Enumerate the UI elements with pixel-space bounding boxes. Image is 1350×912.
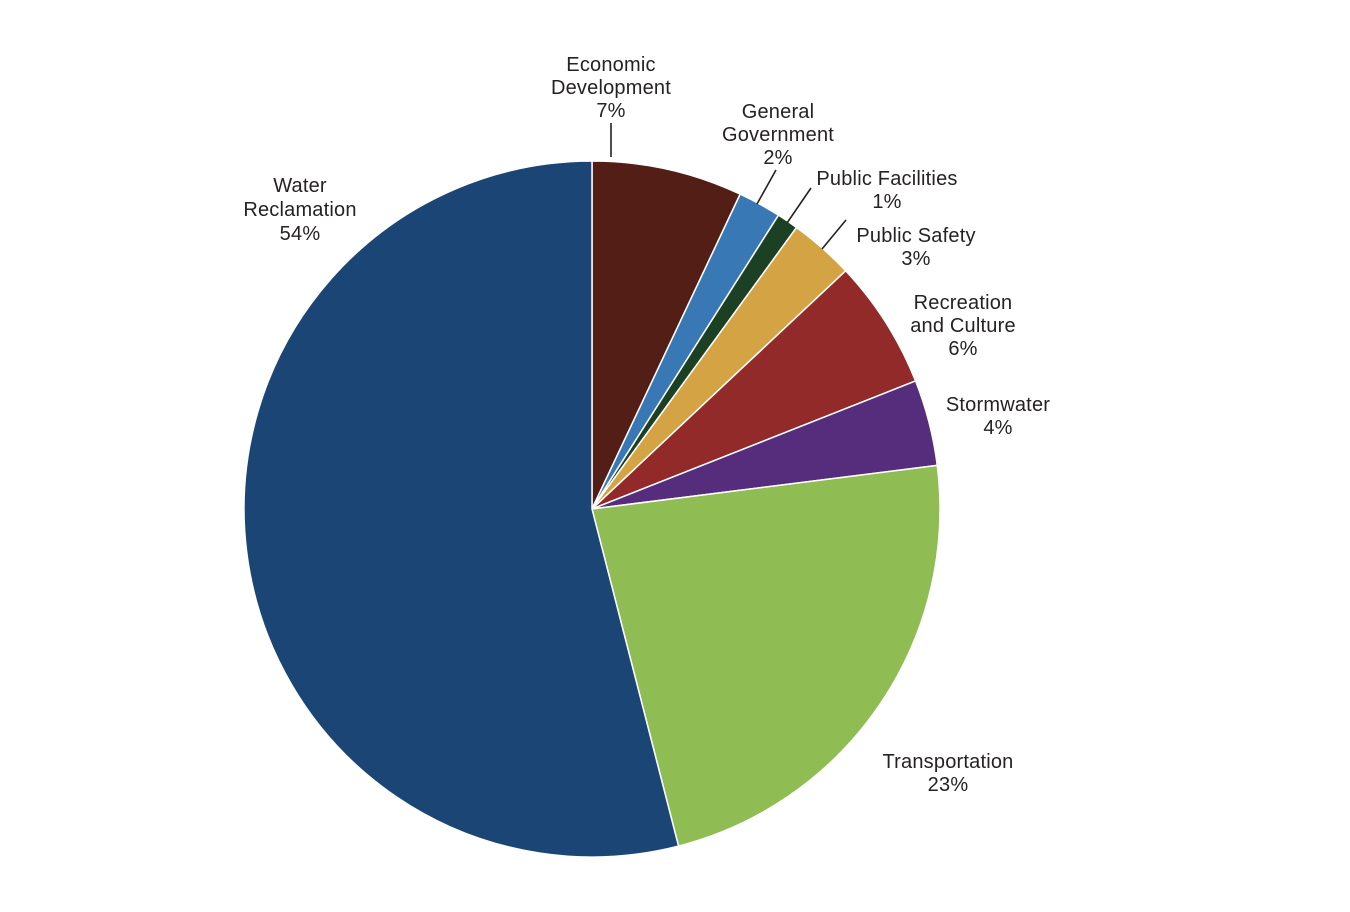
leader-line-public-safety: [821, 219, 847, 250]
slice-label-line-economic-development-1: Development: [551, 77, 671, 99]
leader-line-general-government: [756, 169, 777, 205]
slice-label-line-transportation-0: Transportation: [882, 751, 1013, 773]
slice-label-line-recreation-and-culture-2: 6%: [948, 338, 977, 360]
slice-label-line-general-government-1: Government: [722, 124, 834, 146]
slice-label-line-water-reclamation-2: 54%: [280, 223, 321, 245]
slice-label-line-water-reclamation-1: Reclamation: [243, 199, 356, 221]
slice-label-line-public-facilities-0: Public Facilities: [816, 168, 957, 190]
slice-label-line-public-safety-0: Public Safety: [856, 225, 975, 247]
slice-label-line-stormwater-0: Stormwater: [946, 394, 1050, 416]
slice-label-line-public-safety-1: 3%: [901, 248, 930, 270]
slice-label-line-economic-development-2: 7%: [596, 100, 625, 122]
pie-slice-economic-development: [591, 160, 741, 510]
slice-label-line-stormwater-1: 4%: [983, 417, 1012, 439]
slice-label-line-public-facilities-1: 1%: [872, 191, 901, 213]
pie-slice-transportation: [591, 464, 941, 847]
pie-slice-water-reclamation: [243, 160, 680, 858]
pie-slice-recreation-and-culture: [591, 270, 917, 510]
slice-label-line-general-government-2: 2%: [763, 147, 792, 169]
slice-label-line-water-reclamation-0: Water: [273, 175, 327, 197]
slice-label-line-general-government-0: General: [742, 101, 815, 123]
slice-label-line-recreation-and-culture-0: Recreation: [914, 292, 1013, 314]
leader-line-public-facilities: [786, 187, 812, 224]
slice-label-line-economic-development-0: Economic: [566, 54, 655, 76]
slice-label-line-transportation-1: 23%: [928, 774, 969, 796]
slice-label-line-recreation-and-culture-1: and Culture: [910, 315, 1016, 337]
